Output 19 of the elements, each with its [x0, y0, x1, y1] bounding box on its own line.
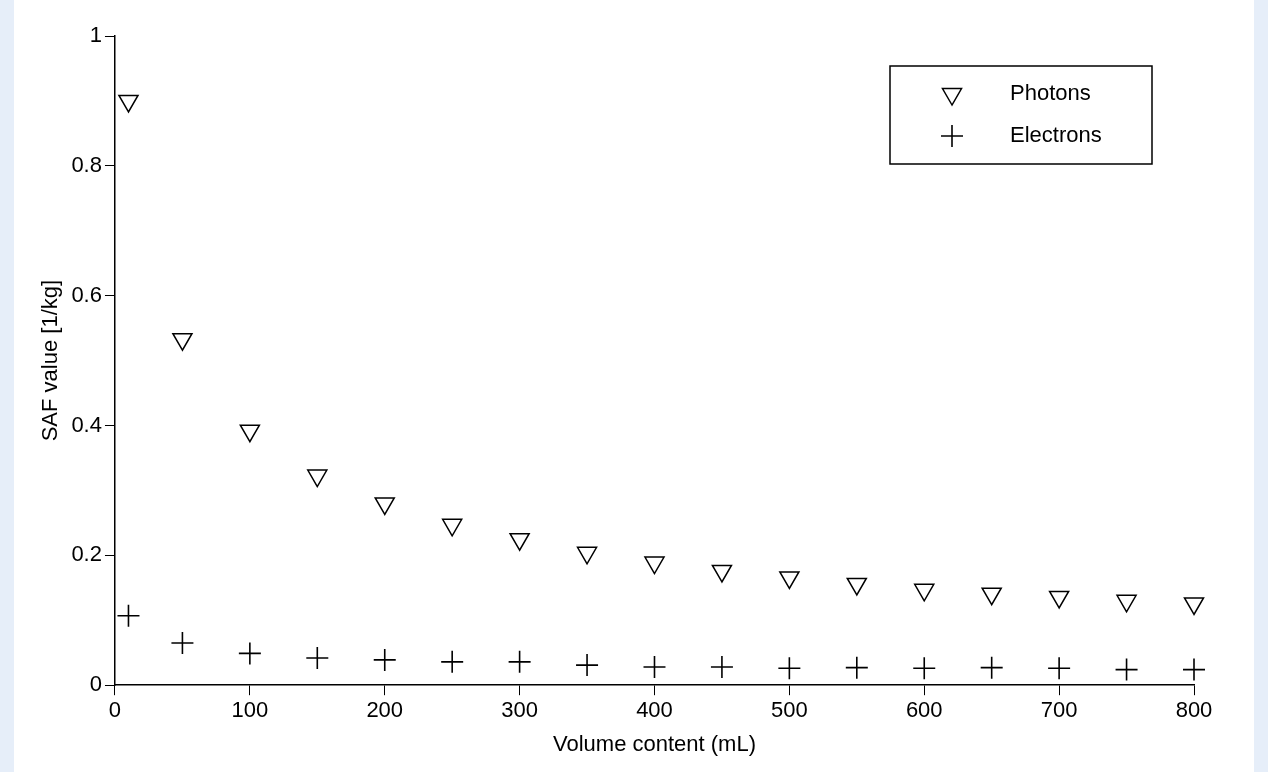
x-tick-label: 200 — [366, 697, 404, 723]
y-tick-label: 0.2 — [71, 541, 102, 567]
legend-label: Photons — [1010, 80, 1091, 106]
legend-label: Electrons — [1010, 122, 1102, 148]
x-axis-title: Volume content (mL) — [553, 730, 756, 756]
y-tick-label: 1 — [89, 22, 102, 48]
x-tick-label: 500 — [771, 697, 808, 723]
y-axis-title: SAF value [1/kg] — [37, 279, 63, 442]
x-tick-label: 300 — [501, 697, 538, 723]
x-tick-label: 0 — [108, 697, 122, 723]
x-tick-label: 400 — [636, 697, 673, 723]
y-tick-label: 0.6 — [71, 281, 102, 307]
x-tick-label: 100 — [231, 697, 269, 723]
x-tick-label: 700 — [1040, 697, 1078, 723]
x-tick-label: 800 — [1175, 697, 1213, 723]
y-tick-label: 0 — [89, 671, 102, 697]
y-tick-label: 0.4 — [71, 411, 102, 437]
x-tick-label: 600 — [905, 697, 943, 723]
y-tick-label: 0.8 — [71, 151, 102, 177]
